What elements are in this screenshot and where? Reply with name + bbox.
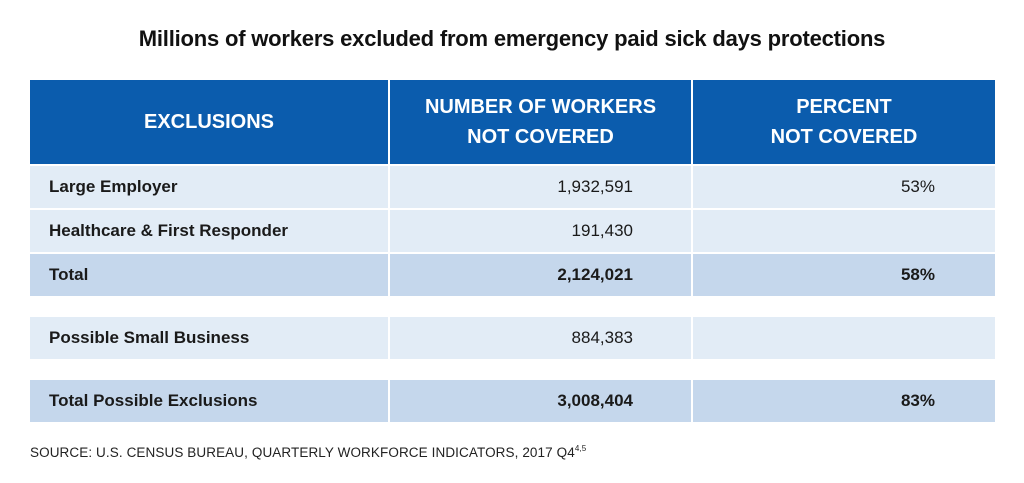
- row-workers: 191,430: [388, 210, 691, 252]
- row-label: Total Possible Exclusions: [49, 391, 258, 410]
- table-row-small-business: Possible Small Business 884,383: [30, 315, 995, 359]
- header-percent: PERCENT NOT COVERED: [691, 80, 995, 164]
- row-percent: 53%: [691, 166, 995, 208]
- row-workers: 2,124,021: [388, 254, 691, 296]
- row-label: Healthcare & First Responder: [49, 221, 289, 240]
- row-spacer: [30, 359, 995, 378]
- row-workers: 884,383: [388, 317, 691, 359]
- header-percent-line1: PERCENT: [796, 96, 892, 118]
- source-note: SOURCE: U.S. CENSUS BUREAU, QUARTERLY WO…: [30, 444, 586, 460]
- header-exclusions-label: EXCLUSIONS: [143, 111, 275, 133]
- row-workers: 3,008,404: [388, 380, 691, 422]
- row-percent: [691, 210, 995, 252]
- row-percent: 83%: [691, 380, 995, 422]
- table-row-large-employer: Large Employer 1,932,591 53%: [30, 164, 995, 208]
- row-percent: 58%: [691, 254, 995, 296]
- row-spacer: [30, 296, 995, 315]
- header-exclusions: EXCLUSIONS: [30, 80, 388, 164]
- header-number-line2: NOT COVERED: [467, 126, 614, 148]
- header-percent-line2: NOT COVERED: [770, 126, 918, 148]
- row-label: Large Employer: [49, 177, 178, 196]
- header-number-line1: NUMBER OF WORKERS: [424, 96, 657, 118]
- row-percent: [691, 317, 995, 359]
- table-title: Millions of workers excluded from emerge…: [138, 26, 886, 51]
- table-header-row: EXCLUSIONS NUMBER OF WORKERS NOT COVERED…: [30, 80, 995, 164]
- exclusions-table: EXCLUSIONS NUMBER OF WORKERS NOT COVERED…: [30, 80, 995, 422]
- header-number-of-workers: NUMBER OF WORKERS NOT COVERED: [388, 80, 691, 164]
- table-row-total-possible: Total Possible Exclusions 3,008,404 83%: [30, 378, 995, 422]
- table-row-total: Total 2,124,021 58%: [30, 252, 995, 296]
- row-label: Total: [49, 265, 89, 284]
- source-text: SOURCE: U.S. CENSUS BUREAU, QUARTERLY WO…: [30, 445, 575, 460]
- row-label: Possible Small Business: [49, 328, 250, 347]
- table-row-healthcare: Healthcare & First Responder 191,430: [30, 208, 995, 252]
- row-workers: 1,932,591: [388, 166, 691, 208]
- source-footnote-refs: 4,5: [574, 444, 587, 453]
